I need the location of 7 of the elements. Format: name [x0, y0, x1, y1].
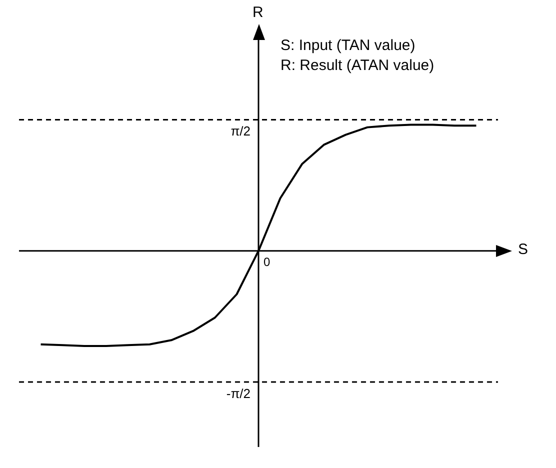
annotation: R: Result (ATAN value): [280, 56, 434, 76]
annotation: S: Input (TAN value): [280, 36, 416, 56]
y-axis-title: R: [252, 4, 264, 21]
y-tick-label: π/2: [230, 124, 250, 139]
y-tick-label: -π/2: [226, 386, 250, 401]
annotation: 0: [264, 254, 270, 269]
x-axis-title: S: [518, 240, 528, 258]
